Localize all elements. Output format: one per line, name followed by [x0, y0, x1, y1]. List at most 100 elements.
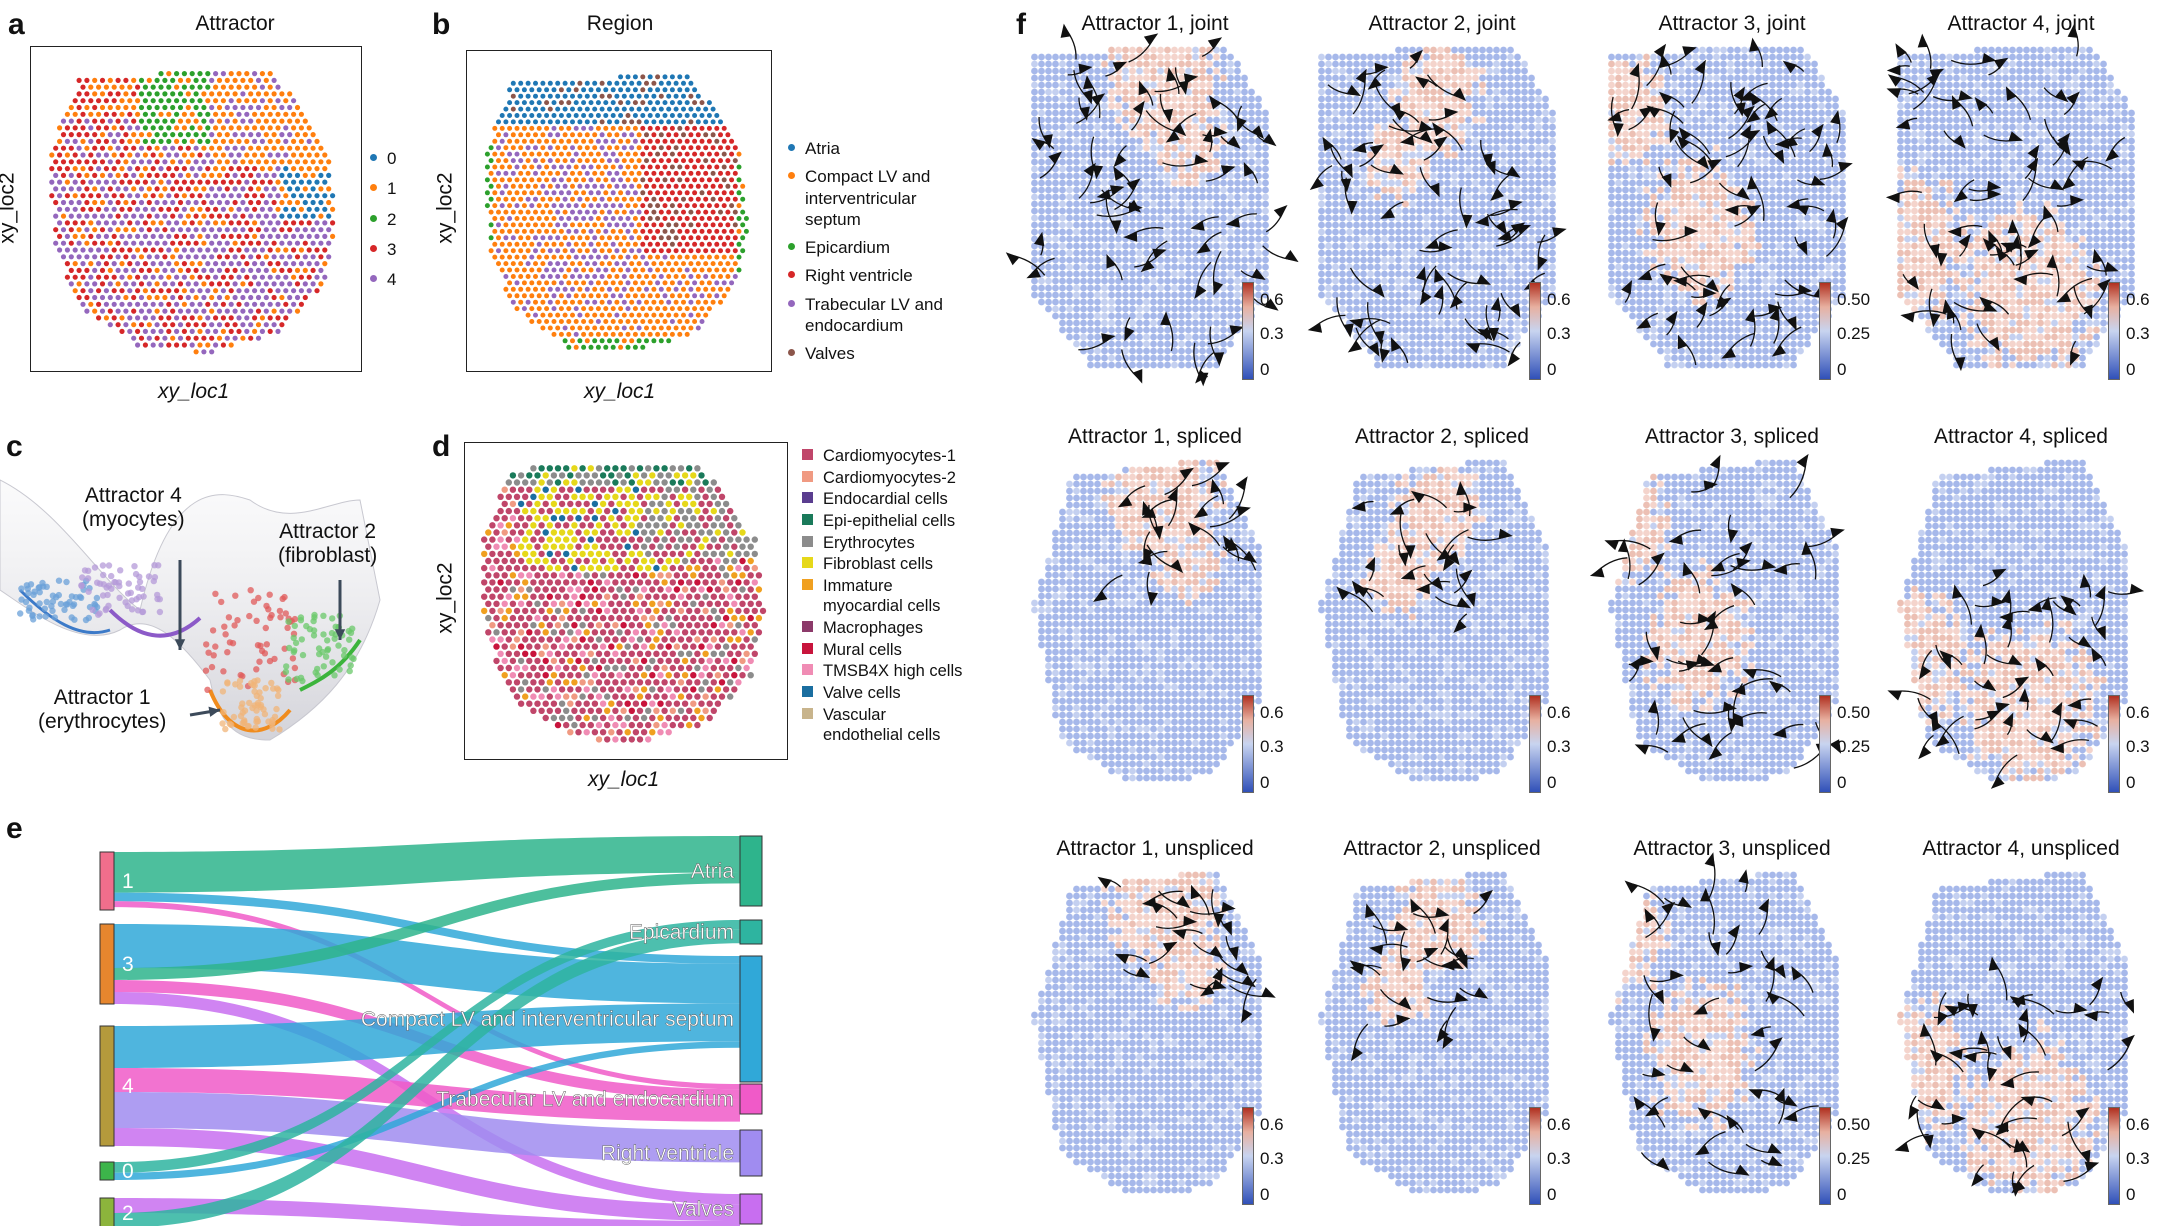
panel-a-spot	[232, 308, 238, 314]
panel-d-spot	[517, 700, 525, 707]
panel-a-spot	[255, 132, 262, 138]
panel-b-spot	[595, 293, 601, 299]
panel-a-spot	[142, 315, 148, 321]
panel-d-spot	[710, 593, 717, 600]
panel-d-spot	[706, 500, 713, 508]
tissue-spot	[1129, 151, 1136, 159]
panel-b-spot	[525, 235, 531, 241]
panel-b-spot	[658, 132, 664, 138]
panel-d-spot	[653, 564, 660, 572]
panel-b-spot	[503, 222, 509, 228]
tissue-spot	[1220, 88, 1227, 96]
panel-a-spot	[275, 288, 281, 294]
panel-a-ylabel: xy_loc2	[0, 172, 20, 243]
panel-d-spot	[673, 472, 681, 479]
panel-d-spot	[509, 500, 517, 508]
tissue-spot	[1192, 67, 1199, 75]
panel-b-spot	[640, 138, 646, 144]
panel-d-spot	[698, 657, 705, 665]
cell-point	[93, 594, 101, 602]
panel-b-spot	[562, 248, 568, 254]
panel-b-spot	[681, 312, 686, 318]
panel-a-spot	[193, 132, 199, 138]
panel-a-spot	[99, 213, 106, 219]
tissue-spot	[1213, 46, 1220, 54]
panel-a-spot	[197, 233, 203, 239]
panel-a-spot	[174, 111, 180, 117]
panel-a-spot	[138, 267, 145, 273]
panel-a-spot	[103, 315, 109, 321]
panel-a-spot	[224, 186, 230, 192]
panel-d-spot	[509, 529, 517, 536]
panel-a-spot	[287, 104, 293, 111]
panel-b-spot	[718, 286, 723, 292]
cell-point	[100, 571, 107, 579]
panel-a-spot	[267, 288, 273, 294]
panel-b-spot	[732, 222, 738, 228]
panel-d-spot	[567, 714, 574, 722]
panel-a-spot	[142, 98, 148, 104]
panel-a-spot	[330, 233, 336, 239]
panel-a-spot	[177, 213, 184, 219]
panel-d-spot	[481, 607, 488, 615]
panel-a-spot	[252, 111, 258, 117]
legend-label: Mural cells	[823, 640, 902, 661]
panel-a-spot	[244, 261, 250, 267]
panel-b-spot	[669, 280, 675, 286]
panel-b-spot	[640, 293, 646, 299]
panel-a-spot	[248, 227, 254, 233]
panel-b-spot	[533, 248, 538, 254]
panel-a-spot	[252, 138, 258, 144]
panel-d-spot	[640, 472, 648, 479]
panel-d-spot	[640, 486, 648, 493]
tissue-spot	[1164, 165, 1171, 173]
panel-a-spot	[263, 186, 269, 192]
panel-d-spot	[632, 486, 640, 493]
panel-d-spot	[640, 543, 648, 550]
panel-d-spot	[620, 636, 627, 643]
cell-point	[145, 573, 153, 580]
tissue-spot	[1192, 81, 1199, 89]
panel-a-spot	[68, 132, 74, 138]
panel-a-spot	[236, 138, 242, 144]
panel-b-spot	[566, 113, 572, 118]
panel-b-spot	[718, 196, 723, 202]
panel-b-spot	[644, 93, 649, 99]
panel-a-spot	[330, 193, 336, 199]
cell-point	[262, 685, 269, 692]
panel-d-spot	[706, 529, 713, 536]
panel-b-spot	[655, 203, 661, 209]
panel-d-spot	[624, 700, 631, 707]
sankey-left-node	[99, 1161, 115, 1181]
panel-a-spot	[213, 288, 219, 294]
panel-a-spot	[189, 71, 195, 77]
panel-a-spot	[322, 261, 328, 267]
tissue-spot	[1213, 88, 1220, 96]
panel-b-spot	[651, 222, 657, 228]
cell-point	[210, 652, 217, 659]
panel-d-spot	[550, 657, 558, 665]
legend-marker	[788, 271, 795, 279]
panel-b-spot	[655, 87, 661, 93]
panel-a-spot	[80, 138, 86, 144]
tissue-spot	[1150, 81, 1157, 89]
panel-b-spot	[566, 331, 572, 337]
panel-d-spot	[722, 672, 730, 679]
panel-a-spot	[68, 267, 74, 273]
panel-b-spot	[584, 274, 590, 279]
panel-a-spot	[135, 152, 141, 158]
panel-b-spot	[566, 280, 572, 286]
panel-b-spot	[573, 254, 579, 260]
panel-d-spot	[673, 586, 681, 593]
cell-point	[291, 615, 299, 623]
panel-a-spot	[228, 179, 234, 185]
tissue-spot	[1248, 123, 1255, 131]
panel-a-spot	[209, 145, 215, 151]
panel-b-spot	[533, 132, 538, 138]
tissue-spot	[1241, 74, 1248, 82]
tissue-spot	[1227, 123, 1234, 131]
panel-a-spot	[158, 315, 164, 321]
panel-a-spot	[302, 227, 308, 233]
panel-b-spot	[632, 306, 638, 312]
panel-a-spot	[259, 247, 265, 253]
